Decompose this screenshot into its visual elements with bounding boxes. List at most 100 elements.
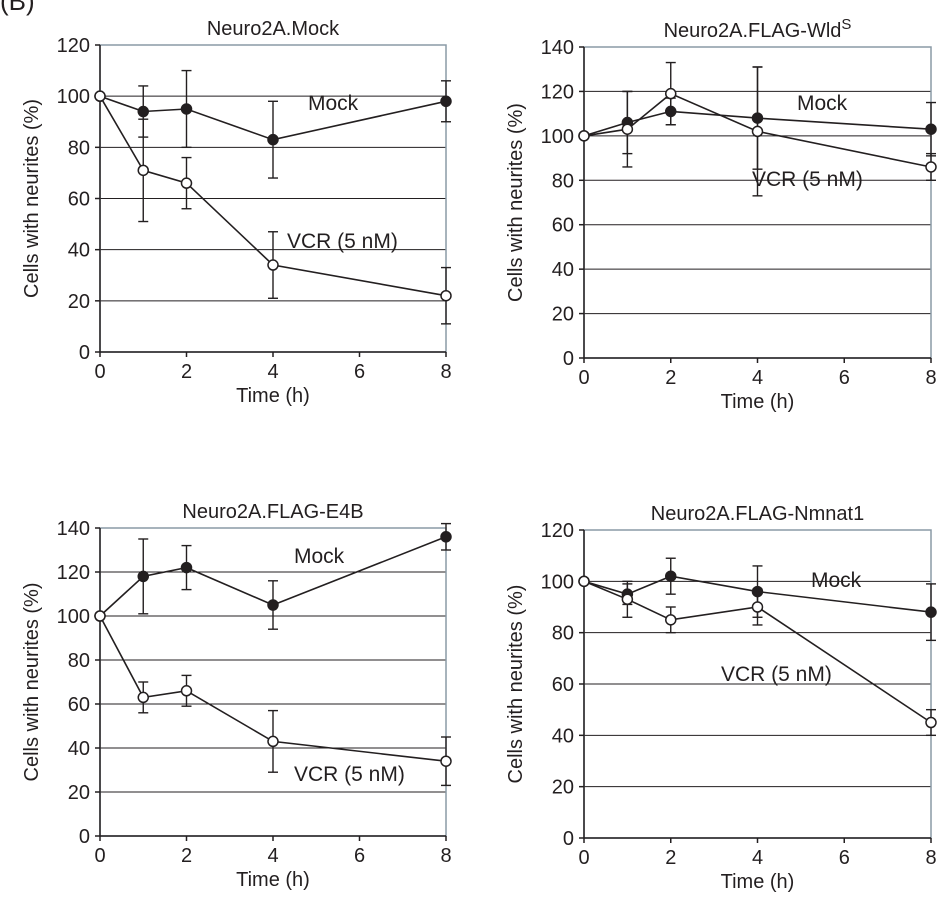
y-tick-label: 20 bbox=[552, 777, 574, 799]
data-point bbox=[180, 685, 193, 697]
data-point bbox=[180, 103, 193, 115]
chart-title: Neuro2A.Mock bbox=[207, 18, 340, 40]
data-point bbox=[665, 614, 677, 626]
y-tick-label: 40 bbox=[68, 738, 90, 760]
series-label: VCR (5 nM) bbox=[752, 168, 863, 191]
y-tick-label: 20 bbox=[552, 304, 574, 326]
data-point bbox=[665, 87, 677, 100]
data-point bbox=[925, 716, 937, 729]
data-point bbox=[578, 130, 590, 142]
y-tick-label: 120 bbox=[57, 562, 90, 584]
data-point bbox=[440, 755, 452, 767]
x-tick-label: 6 bbox=[839, 847, 850, 869]
x-tick-label: 6 bbox=[354, 361, 365, 383]
y-tick-label: 100 bbox=[541, 126, 574, 148]
y-tick-label: 140 bbox=[541, 37, 574, 59]
series-label: Mock bbox=[797, 92, 848, 115]
x-axis-label: Time (h) bbox=[236, 869, 310, 891]
x-tick-label: 2 bbox=[181, 845, 192, 867]
x-tick-label: 6 bbox=[839, 367, 850, 389]
y-tick-label: 120 bbox=[57, 35, 90, 57]
y-tick-label: 80 bbox=[68, 137, 90, 159]
data-point bbox=[440, 531, 452, 543]
series-label: Mock bbox=[811, 569, 862, 592]
chart-panel-3: 0 20 40 60 80 100 120 140 0 2 4 6 8 Neuro2A.FLAG-E4B T… bbox=[21, 501, 452, 891]
data-point bbox=[267, 259, 279, 271]
data-point bbox=[578, 575, 590, 588]
x-axis-label: Time (h) bbox=[721, 871, 795, 893]
x-tick-label: 6 bbox=[354, 845, 365, 867]
x-tick-label: 4 bbox=[267, 845, 278, 867]
y-tick-label: 20 bbox=[68, 782, 90, 804]
x-tick-label: 2 bbox=[181, 361, 192, 383]
x-tick-label: 4 bbox=[752, 367, 763, 389]
data-point bbox=[180, 177, 193, 189]
data-point bbox=[621, 123, 634, 135]
x-axis-label: Time (h) bbox=[236, 385, 310, 407]
y-tick-label: 40 bbox=[68, 240, 90, 262]
y-tick-label: 100 bbox=[57, 86, 90, 108]
data-point bbox=[137, 570, 149, 583]
y-tick-label: 100 bbox=[57, 606, 90, 628]
x-tick-label: 8 bbox=[925, 847, 936, 869]
data-point bbox=[137, 164, 149, 177]
y-tick-label: 0 bbox=[79, 342, 90, 364]
chart-panel-4: 0 20 40 60 80 100 120 0 2 4 6 8 Neuro2A.FLAG-Nmnat1 T… bbox=[505, 503, 937, 893]
data-point bbox=[180, 561, 193, 574]
chart-title: Neuro2A.FLAG-E4B bbox=[182, 501, 363, 523]
y-tick-label: 60 bbox=[552, 215, 574, 237]
data-point bbox=[440, 95, 452, 108]
data-point bbox=[751, 125, 764, 138]
data-point bbox=[621, 593, 634, 606]
x-tick-label: 0 bbox=[94, 845, 105, 867]
x-tick-label: 2 bbox=[665, 847, 676, 869]
data-point bbox=[94, 90, 106, 102]
data-point bbox=[267, 735, 279, 748]
series-label: Mock bbox=[294, 545, 345, 568]
data-point bbox=[137, 105, 149, 118]
series-label: VCR (5 nM) bbox=[294, 763, 405, 786]
chart-title-superscript: S bbox=[841, 16, 851, 33]
y-tick-label: 120 bbox=[541, 81, 574, 103]
data-point bbox=[267, 133, 279, 146]
series-vcr: VCR (5 nM) bbox=[94, 610, 452, 787]
x-tick-label: 8 bbox=[440, 845, 451, 867]
x-tick-label: 4 bbox=[752, 847, 763, 869]
y-axis-label: Cells with neurites (%) bbox=[505, 585, 527, 784]
data-point bbox=[94, 610, 106, 622]
y-tick-label: 60 bbox=[552, 674, 574, 696]
x-axis-label: Time (h) bbox=[721, 391, 795, 413]
y-tick-label: 60 bbox=[68, 189, 90, 211]
y-axis-label: Cells with neurites (%) bbox=[505, 103, 527, 302]
y-tick-label: 140 bbox=[57, 518, 90, 540]
panel-label: (B) bbox=[0, 0, 35, 16]
y-tick-label: 80 bbox=[68, 650, 90, 672]
y-tick-label: 0 bbox=[79, 826, 90, 848]
y-tick-label: 0 bbox=[563, 828, 574, 850]
x-tick-label: 0 bbox=[578, 367, 589, 389]
series-vcr: VCR (5 nM) bbox=[578, 575, 937, 737]
y-tick-label: 40 bbox=[552, 725, 574, 747]
chart-panel-1: 0 20 40 60 80 100 120 0 2 4 6 8 Neuro2A.Mock Time (h)… bbox=[21, 18, 452, 407]
y-tick-label: 80 bbox=[552, 623, 574, 645]
series-label: VCR (5 nM) bbox=[721, 663, 832, 686]
y-tick-label: 40 bbox=[552, 259, 574, 281]
data-point bbox=[925, 161, 937, 173]
x-tick-label: 8 bbox=[925, 367, 936, 389]
chart-title: Neuro2A.FLAG-WldS bbox=[664, 16, 852, 43]
series-label: VCR (5 nM) bbox=[287, 230, 398, 253]
data-point bbox=[925, 123, 937, 135]
y-axis-label: Cells with neurites (%) bbox=[21, 99, 43, 298]
y-axis-label: Cells with neurites (%) bbox=[21, 583, 43, 782]
y-tick-label: 20 bbox=[68, 291, 90, 313]
x-tick-label: 0 bbox=[578, 847, 589, 869]
chart-panel-2: 0 20 40 60 80 100 120 140 0 2 4 6 8 Neuro2A.FLAG-WldS… bbox=[505, 16, 937, 413]
series-vcr: VCR (5 nM) bbox=[94, 90, 452, 325]
y-tick-label: 0 bbox=[563, 348, 574, 370]
data-point bbox=[440, 289, 452, 302]
data-point bbox=[267, 599, 279, 611]
data-point bbox=[751, 601, 764, 613]
series-label: Mock bbox=[308, 92, 359, 115]
